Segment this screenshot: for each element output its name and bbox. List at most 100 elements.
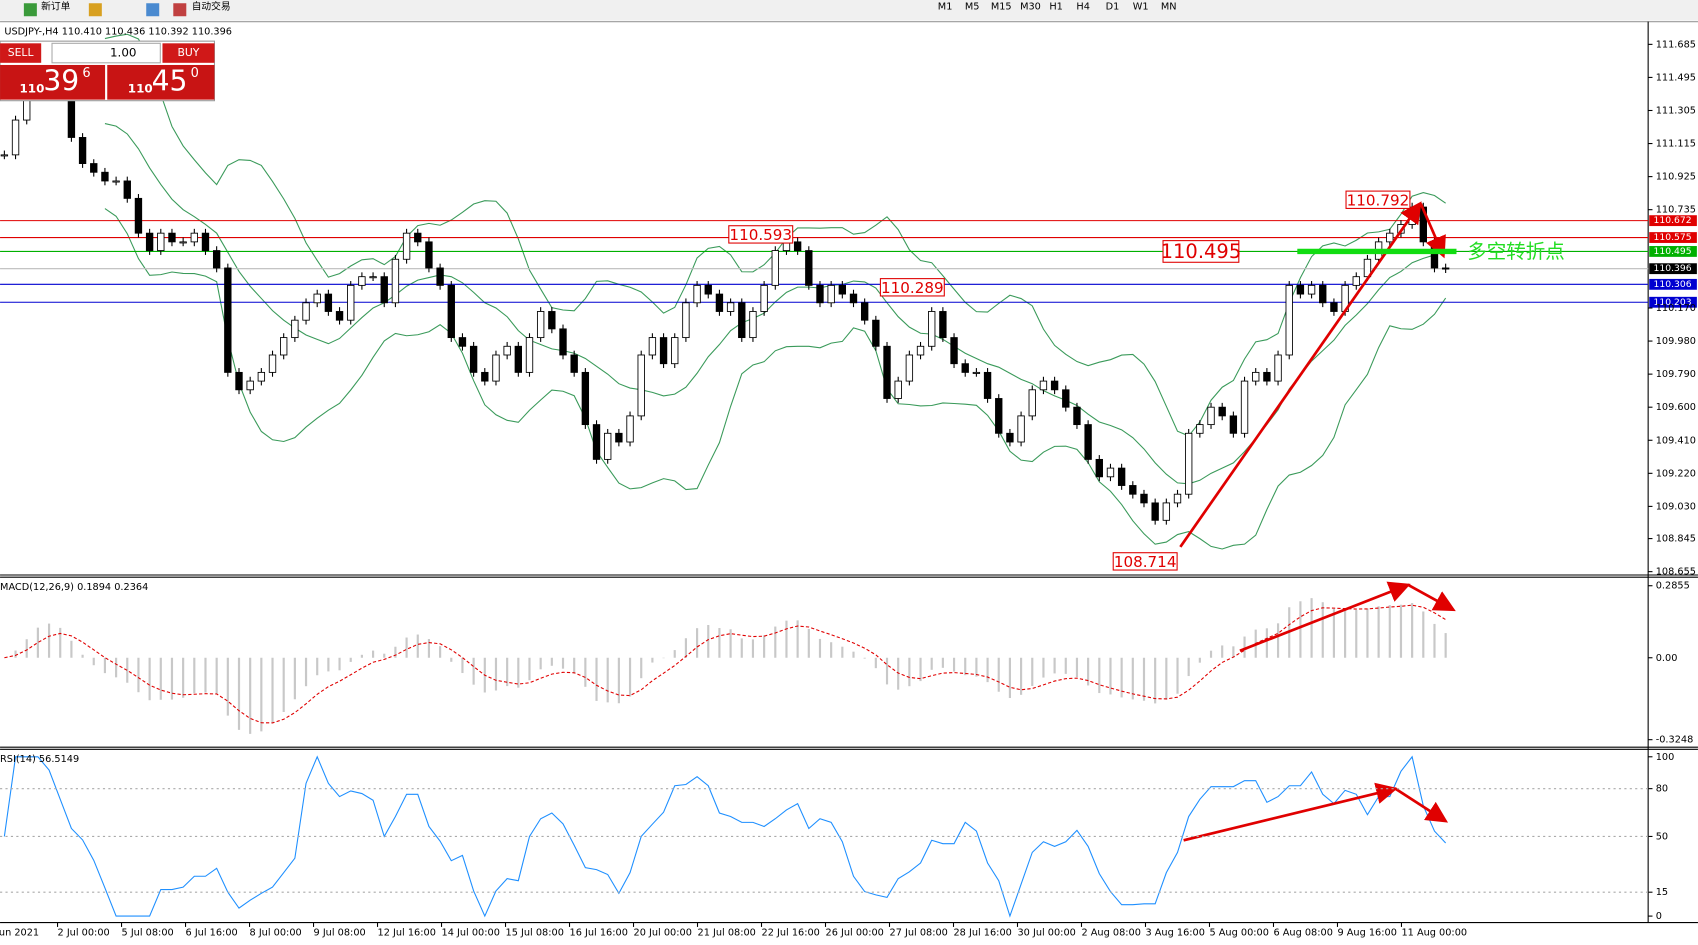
timeframe-button[interactable]: H4 bbox=[1076, 1, 1090, 12]
timeframe-button[interactable]: M30 bbox=[1020, 1, 1041, 12]
candle bbox=[1386, 232, 1394, 243]
price-annotation-box bbox=[1345, 190, 1411, 209]
candle bbox=[101, 171, 109, 182]
candle bbox=[693, 284, 701, 304]
candle bbox=[358, 276, 366, 286]
buy-button[interactable] bbox=[162, 43, 215, 63]
y-tick-label: 109.220 bbox=[1656, 468, 1696, 479]
candle bbox=[995, 398, 1003, 434]
tool-icon[interactable] bbox=[146, 3, 160, 17]
price-level-label: 110.575 bbox=[1654, 232, 1692, 243]
new-order[interactable]: 新订单 bbox=[41, 0, 70, 12]
timeframe-button[interactable]: H1 bbox=[1049, 1, 1063, 12]
candle bbox=[726, 302, 735, 312]
toolbar bbox=[0, 0, 1698, 21]
candle bbox=[928, 311, 936, 347]
price-annotation: 110.593 bbox=[729, 226, 792, 244]
candle bbox=[1296, 284, 1305, 295]
y-tick-label: -0.3248 bbox=[1656, 735, 1694, 746]
candle bbox=[179, 241, 187, 244]
lots[interactable]: 1.00 bbox=[110, 46, 137, 60]
ask-main: 45 bbox=[152, 64, 188, 97]
new-order-icon[interactable] bbox=[23, 3, 37, 17]
timeframe-button[interactable]: M15 bbox=[991, 1, 1012, 12]
macd-arrow bbox=[1407, 583, 1456, 612]
candle bbox=[983, 371, 992, 399]
y-tick-label: 0.00 bbox=[1656, 653, 1678, 664]
candle bbox=[447, 284, 455, 339]
y-tick-label: 109.030 bbox=[1656, 501, 1696, 512]
candle bbox=[1285, 284, 1293, 356]
candle bbox=[1196, 424, 1204, 434]
timeframe-button[interactable]: M1 bbox=[938, 1, 953, 12]
price-annotation: 110.289 bbox=[881, 279, 944, 297]
candle bbox=[581, 371, 590, 426]
candle bbox=[838, 284, 847, 295]
sell-label[interactable]: SELL bbox=[8, 46, 34, 59]
y-tick-label: 111.685 bbox=[1656, 39, 1696, 50]
y-tick-label: 110.925 bbox=[1656, 172, 1696, 183]
timeframe-button[interactable]: M5 bbox=[965, 1, 980, 12]
candle bbox=[1252, 371, 1260, 382]
candle bbox=[793, 241, 802, 252]
buy-label[interactable]: BUY bbox=[177, 46, 199, 59]
x-tick-label: 3 Aug 16:00 bbox=[1145, 927, 1204, 938]
pivot-label: 多空转折点 bbox=[1467, 240, 1564, 263]
candle bbox=[570, 354, 578, 373]
candle bbox=[548, 311, 556, 330]
sell-button[interactable] bbox=[0, 43, 42, 63]
lots-field[interactable] bbox=[51, 42, 161, 64]
candle bbox=[391, 258, 400, 304]
candle bbox=[536, 311, 545, 339]
candle bbox=[1229, 415, 1238, 434]
candle bbox=[1039, 380, 1048, 391]
candle bbox=[872, 319, 880, 347]
bollinger-band bbox=[104, 208, 1447, 550]
price-level-tag bbox=[1649, 232, 1697, 243]
bid-box[interactable] bbox=[0, 64, 106, 100]
candle bbox=[168, 232, 176, 243]
candle bbox=[771, 250, 779, 286]
candle bbox=[827, 284, 835, 304]
timeframe-button[interactable]: MN bbox=[1161, 1, 1177, 12]
candle bbox=[1140, 493, 1148, 504]
candle bbox=[559, 328, 567, 356]
candle bbox=[246, 380, 254, 391]
price-level-label: 110.672 bbox=[1654, 215, 1692, 226]
x-tick-label: 5 Aug 00:00 bbox=[1209, 927, 1268, 938]
candle bbox=[1117, 467, 1126, 486]
timeframe-button[interactable]: D1 bbox=[1106, 1, 1120, 12]
price-level-label: 110.203 bbox=[1654, 297, 1692, 308]
candle bbox=[1184, 432, 1193, 495]
symbol-info: USDJPY-,H4 110.410 110.436 110.392 110.3… bbox=[4, 26, 232, 37]
ask-box[interactable] bbox=[107, 64, 215, 100]
timeframe-button[interactable]: W1 bbox=[1133, 1, 1149, 12]
y-tick-label: 0.2855 bbox=[1656, 581, 1690, 592]
auto-trading[interactable]: 自动交易 bbox=[192, 0, 231, 12]
x-tick-label: 26 Jul 00:00 bbox=[826, 927, 884, 938]
candle bbox=[715, 293, 724, 312]
y-tick-label: 109.410 bbox=[1656, 435, 1696, 446]
auto-trading-icon[interactable] bbox=[173, 3, 187, 17]
candle bbox=[145, 232, 154, 252]
x-tick-label: 2 Jul 00:00 bbox=[58, 927, 110, 938]
candle bbox=[1173, 493, 1182, 504]
bid-main: 39 bbox=[43, 64, 79, 97]
x-tick-label: 5 Jul 08:00 bbox=[122, 927, 174, 938]
price-level-label: 110.306 bbox=[1654, 279, 1692, 290]
tool-icon[interactable] bbox=[88, 3, 102, 17]
candle bbox=[257, 371, 266, 382]
candle bbox=[268, 354, 277, 373]
trend-arrow bbox=[1179, 201, 1422, 548]
candle bbox=[749, 311, 757, 339]
macd-signal bbox=[4, 604, 1446, 724]
candle bbox=[648, 337, 657, 356]
rsi-arrow bbox=[1394, 787, 1449, 823]
candle bbox=[883, 345, 891, 399]
plot: 110.672 110.575 110.495 110.396 110.306 110.2… bbox=[0, 33, 1697, 918]
candle bbox=[347, 284, 355, 321]
candle bbox=[1162, 502, 1171, 521]
candle bbox=[157, 232, 165, 252]
candle bbox=[1441, 267, 1450, 270]
